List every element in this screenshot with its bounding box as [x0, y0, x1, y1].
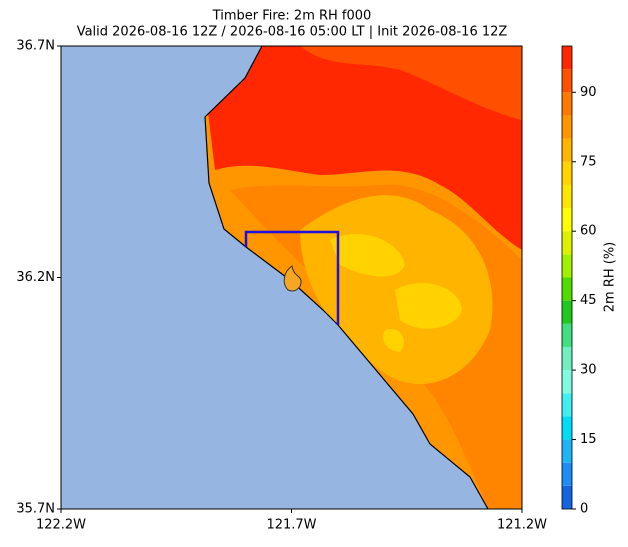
- subtitle: Valid 2026-08-16 12Z / 2026-08-16 05:00 …: [77, 25, 508, 40]
- fire-icon: [283, 265, 302, 292]
- colorbar-level: [562, 370, 572, 394]
- colorbar-level: [562, 277, 572, 301]
- colorbar-level: [562, 485, 572, 509]
- x-tick-label: 121.2W: [497, 518, 547, 533]
- colorbar-level: [562, 208, 572, 232]
- colorbar-level: [562, 254, 572, 278]
- colorbar-tick-label: 75: [580, 154, 597, 169]
- colorbar-level: [562, 439, 572, 463]
- colorbar-tick-label: 0: [580, 502, 588, 517]
- colorbar-label: 2m RH (%): [603, 242, 618, 313]
- colorbar-level: [562, 92, 572, 116]
- colorbar-tick-label: 45: [580, 293, 597, 308]
- colorbar-level: [562, 184, 572, 209]
- domain-box: [244, 230, 340, 325]
- colorbar-level: [562, 300, 572, 324]
- rh-field: [205, 46, 522, 509]
- colorbar-level: [562, 138, 572, 162]
- colorbar-level: [562, 69, 572, 93]
- colorbar-level: [562, 46, 572, 70]
- title: Timber Fire: 2m RH f000: [212, 9, 372, 24]
- colorbar-level: [562, 462, 572, 486]
- colorbar-tick-label: 90: [580, 85, 597, 100]
- colorbar-level: [562, 346, 572, 371]
- colorbar-level: [562, 161, 572, 185]
- colorbar-level: [562, 323, 572, 347]
- colorbar-tick-label: 15: [580, 432, 597, 447]
- colorbar-tick-label: 60: [580, 224, 597, 239]
- x-tick-label: 121.7W: [266, 518, 316, 533]
- colorbar-level: [562, 393, 572, 417]
- colorbar-frame: [561, 45, 573, 510]
- colorbar-level: [562, 231, 572, 255]
- colorbar-tick-label: 30: [580, 363, 597, 378]
- y-tick-label: 36.7N: [16, 39, 55, 54]
- y-tick-label: 35.7N: [16, 502, 55, 517]
- colorbar-level: [562, 416, 572, 440]
- x-tick-label: 122.2W: [36, 518, 86, 533]
- y-tick-label: 36.2N: [16, 270, 55, 285]
- colorbar-level: [562, 115, 572, 139]
